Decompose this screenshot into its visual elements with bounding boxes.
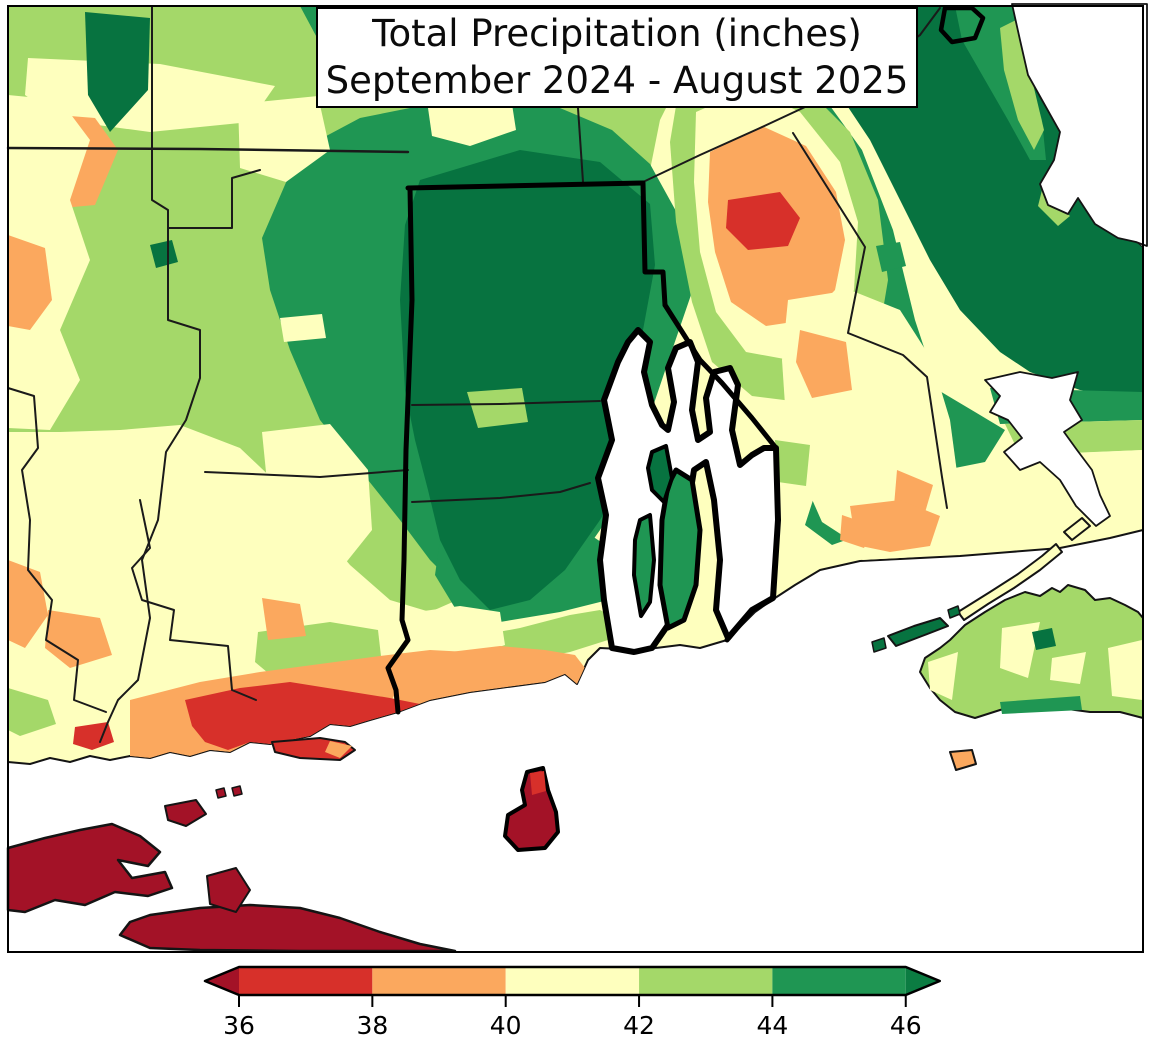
region-darkgreen-topleft bbox=[85, 12, 150, 132]
region-orange-e1 bbox=[796, 330, 852, 398]
boundary-thick-topright bbox=[938, 5, 986, 45]
state-border-ri-east-vert bbox=[724, 445, 781, 643]
region-orange-diamond-a bbox=[45, 610, 112, 668]
colorbar-segment-44-46 bbox=[772, 967, 906, 995]
county-line-elbow bbox=[131, 499, 257, 701]
region-orange-left2 bbox=[8, 235, 52, 330]
colorbar-segment-36-38 bbox=[239, 967, 373, 995]
mv-yellow-a bbox=[1000, 622, 1040, 678]
region-darkgreen-central bbox=[400, 150, 655, 610]
region-red-coastband bbox=[185, 682, 428, 750]
island-block-redpatch bbox=[530, 771, 546, 795]
county-line-worcester bbox=[577, 107, 584, 183]
island-dot-a bbox=[215, 787, 227, 799]
map-title-line2: September 2024 - August 2025 bbox=[325, 58, 909, 102]
region-yellow-leftstrip bbox=[8, 95, 90, 430]
county-line-ri-b bbox=[411, 400, 601, 406]
region-yellow-patch-b bbox=[428, 104, 516, 146]
buzzards-bay-head bbox=[984, 371, 1111, 527]
region-lightgreen-necoast bbox=[1000, 20, 1044, 150]
region-lightgreen-eastbay bbox=[775, 440, 810, 486]
mv-yellow-c bbox=[1108, 640, 1142, 700]
colorbar-label-42: 42 bbox=[623, 1011, 655, 1040]
mv-yellow-d bbox=[928, 652, 958, 700]
island-cuttyhunk-chain bbox=[887, 617, 949, 647]
region-orange-westport bbox=[850, 500, 940, 552]
island-green-dot bbox=[947, 605, 961, 619]
mv-yellow-b bbox=[1050, 652, 1086, 684]
island-longisland-main bbox=[6, 822, 174, 914]
region-lightgreen-diamond bbox=[467, 388, 528, 428]
region-green-diamond-e bbox=[876, 242, 906, 272]
region-yellow-tongue bbox=[262, 424, 372, 570]
mv-green-southstrip bbox=[1000, 696, 1082, 714]
region-red-west bbox=[73, 722, 114, 750]
region-yellow-patch-a bbox=[238, 96, 330, 182]
map-frame bbox=[7, 5, 1144, 953]
island-cuttyhunk-dot bbox=[871, 637, 887, 653]
colorbar-segment-38-40 bbox=[372, 967, 506, 995]
region-yellow-patch-c bbox=[280, 314, 326, 342]
region-lightgreen-sw bbox=[8, 688, 56, 736]
county-line-bristol-plymouth bbox=[792, 132, 948, 509]
island-elizabeth-chain bbox=[957, 543, 1063, 621]
border-ct-ma bbox=[6, 146, 410, 154]
ocean-massbay bbox=[1011, 3, 1148, 247]
state-border-ri-nejog bbox=[640, 180, 668, 308]
region-darkgreen-dot bbox=[150, 240, 178, 268]
island-longisland-arm bbox=[118, 903, 457, 953]
map-title-box: Total Precipitation (inches) September 2… bbox=[316, 7, 918, 108]
county-line-ct-horiz bbox=[204, 469, 409, 478]
state-border-ri-west bbox=[385, 185, 415, 715]
region-yellow-wedge-sri bbox=[395, 606, 505, 662]
colorbar: 36 38 40 42 44 46 bbox=[203, 965, 941, 1040]
colorbar-segment-40-42 bbox=[505, 967, 640, 995]
island-conanicut bbox=[632, 513, 656, 618]
island-nomans bbox=[949, 749, 977, 771]
island-dot-b bbox=[231, 785, 243, 797]
colorbar-label-40: 40 bbox=[490, 1011, 522, 1040]
colorbar-label-46: 46 bbox=[890, 1011, 922, 1040]
colorbar-under-arrow bbox=[205, 967, 239, 995]
island-shelter bbox=[206, 867, 251, 913]
colorbar-segment-42-44 bbox=[639, 967, 773, 995]
county-line-ri-a bbox=[411, 482, 591, 503]
county-line-tolland bbox=[167, 169, 261, 229]
county-line-newlondon bbox=[7, 387, 107, 713]
colorbar-over-arrow bbox=[905, 967, 940, 995]
colorbar-label-44: 44 bbox=[756, 1011, 788, 1040]
island-prudence bbox=[646, 444, 674, 504]
map-title-line1: Total Precipitation (inches) bbox=[372, 11, 862, 55]
colorbar-label-36: 36 bbox=[223, 1011, 255, 1040]
state-border-ri-north bbox=[405, 180, 646, 191]
state-border-ri-east-diag bbox=[662, 302, 779, 451]
island-elizabeth-b bbox=[1063, 517, 1091, 541]
colorbar-label-38: 38 bbox=[356, 1011, 388, 1040]
island-plum bbox=[164, 799, 207, 827]
mv-darkgreen-dot bbox=[1032, 628, 1056, 650]
island-fishers-tip bbox=[325, 741, 352, 758]
county-line-windham bbox=[99, 149, 201, 743]
region-orange-diamond-b bbox=[262, 598, 306, 640]
region-red-core bbox=[726, 192, 800, 250]
